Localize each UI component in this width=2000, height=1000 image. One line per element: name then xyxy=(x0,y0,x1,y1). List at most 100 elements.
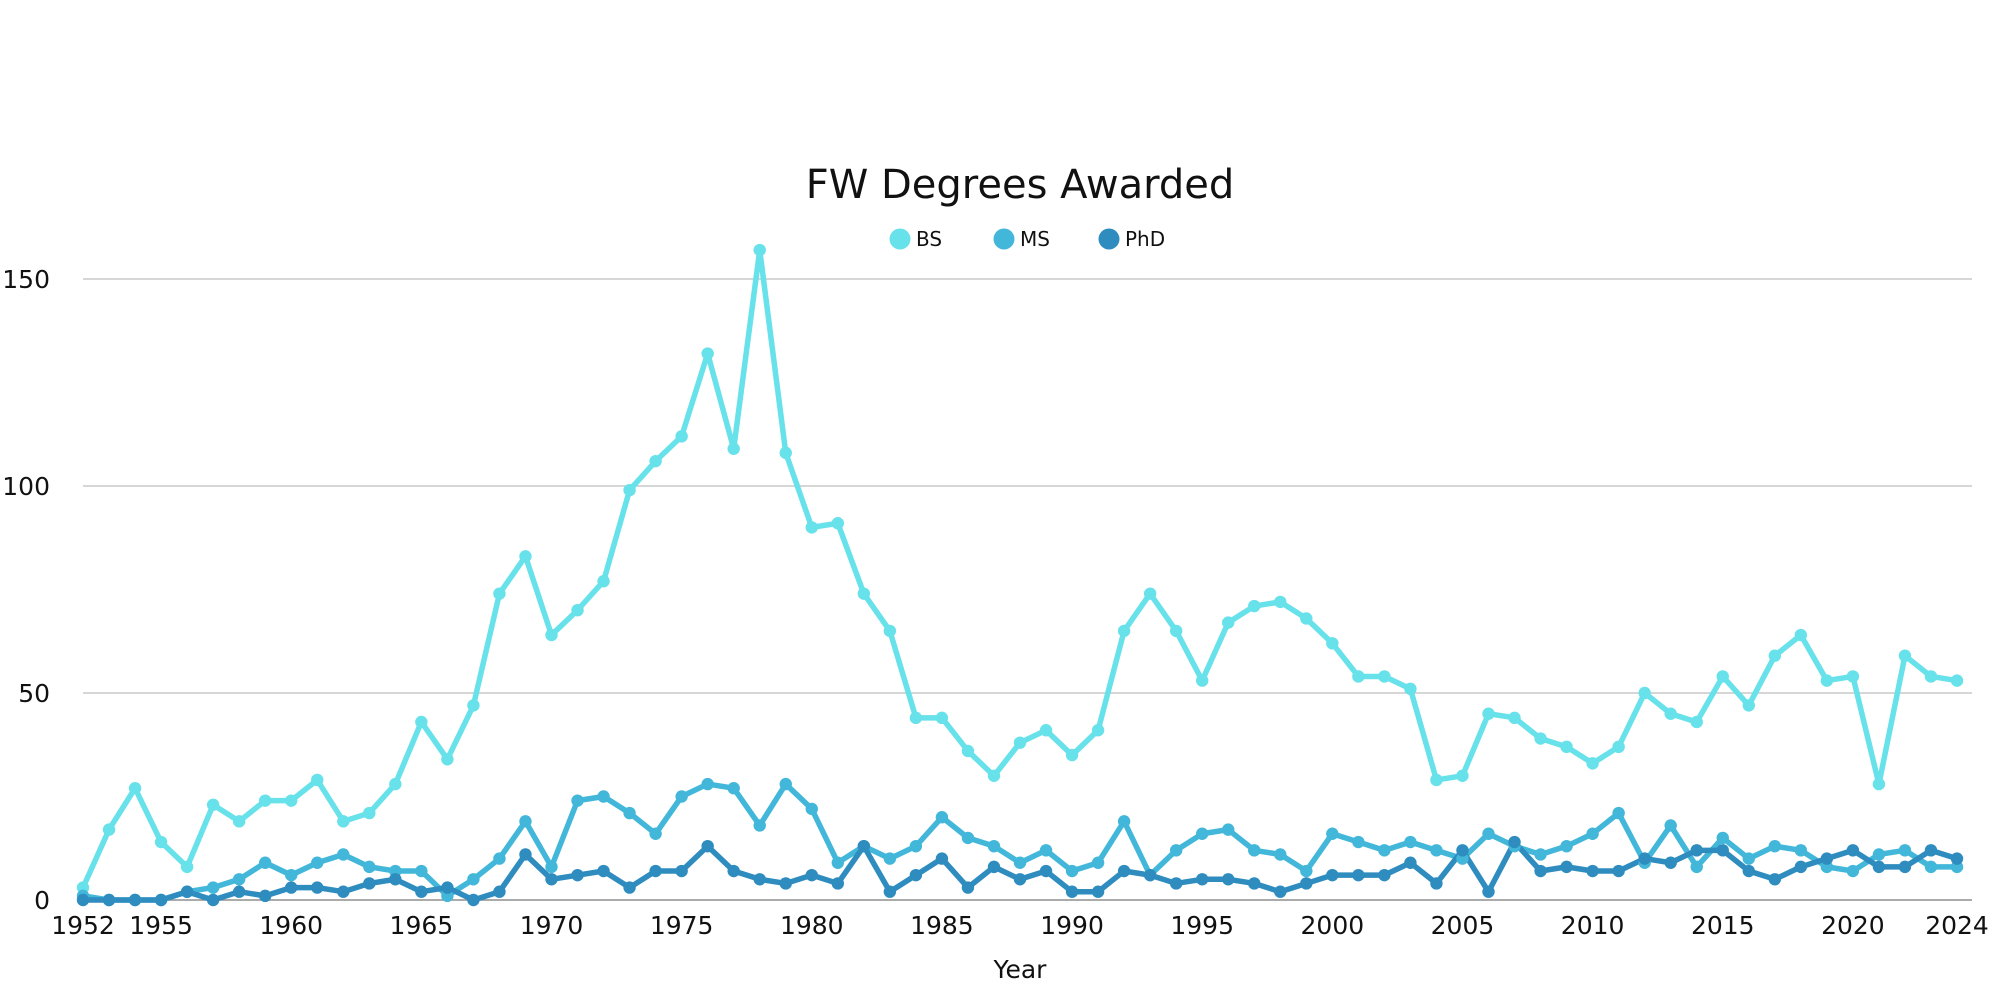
data-point-ms xyxy=(753,819,766,832)
data-point-ms xyxy=(1300,864,1313,878)
x-tick-label: 2020 xyxy=(1821,911,1885,940)
x-tick-label: 1980 xyxy=(780,911,844,940)
data-point-ms xyxy=(987,839,1001,853)
x-tick-label: 1985 xyxy=(910,911,974,940)
data-point-bs xyxy=(1300,612,1313,625)
x-tick-label: 1975 xyxy=(650,911,714,940)
data-point-phd xyxy=(805,868,818,882)
data-point-phd xyxy=(1742,864,1755,878)
data-point-phd xyxy=(649,864,662,878)
data-point-phd xyxy=(285,881,298,894)
data-point-bs xyxy=(649,454,662,468)
data-point-ms xyxy=(649,827,662,840)
x-tick-label: 1990 xyxy=(1040,911,1104,940)
data-point-phd xyxy=(1456,844,1469,857)
data-point-bs xyxy=(337,815,350,828)
data-point-bs xyxy=(1430,773,1443,787)
data-point-bs xyxy=(1117,624,1131,638)
data-point-phd xyxy=(1065,885,1079,898)
data-point-phd xyxy=(1430,877,1443,890)
data-point-phd xyxy=(1352,868,1365,882)
data-point-phd xyxy=(987,860,1001,874)
data-point-bs xyxy=(415,715,428,729)
data-point-phd xyxy=(389,873,402,886)
x-tick-label: 1970 xyxy=(520,911,584,940)
data-point-ms xyxy=(1169,844,1183,857)
data-point-bs xyxy=(285,794,298,807)
data-point-phd xyxy=(1534,864,1547,878)
data-point-ms xyxy=(571,794,584,807)
series-lines xyxy=(80,247,1960,903)
data-point-ms xyxy=(311,856,324,869)
data-point-ms xyxy=(831,856,845,869)
data-point-phd xyxy=(883,885,897,898)
data-point-bs xyxy=(1378,670,1391,683)
data-point-bs xyxy=(154,835,168,849)
data-point-bs xyxy=(441,753,454,766)
data-point-bs xyxy=(1820,674,1834,687)
data-point-phd xyxy=(206,893,220,907)
data-point-bs xyxy=(1664,707,1677,720)
data-point-ms xyxy=(1794,844,1808,857)
data-point-phd xyxy=(623,881,636,894)
legend: BS MS PhD xyxy=(889,227,1165,251)
data-point-ms xyxy=(1430,844,1443,857)
data-point-ms xyxy=(701,777,714,791)
data-point-ms xyxy=(1664,819,1677,832)
data-point-phd xyxy=(753,873,766,886)
data-point-bs xyxy=(1274,595,1287,609)
data-point-ms xyxy=(961,831,975,845)
data-point-bs xyxy=(623,483,636,497)
data-point-bs xyxy=(1065,748,1079,762)
data-point-bs xyxy=(597,575,610,588)
data-point-bs xyxy=(909,711,923,725)
data-point-bs xyxy=(206,798,220,811)
data-point-bs xyxy=(987,769,1001,782)
data-point-phd xyxy=(1768,873,1782,886)
data-point-ms xyxy=(1352,835,1365,849)
data-point-ms xyxy=(1222,823,1235,836)
series-points-phd xyxy=(76,835,1964,907)
data-point-ms xyxy=(1013,856,1027,869)
data-point-phd xyxy=(1716,844,1729,857)
legend-label-phd: PhD xyxy=(1125,227,1165,251)
legend-item-bs: BS xyxy=(889,227,942,251)
series-points-bs xyxy=(76,243,1964,894)
data-point-ms xyxy=(727,782,740,795)
data-point-bs xyxy=(232,815,246,828)
data-point-bs xyxy=(1222,616,1235,629)
legend-swatch-ms xyxy=(993,228,1015,250)
data-point-ms xyxy=(415,864,428,878)
data-point-phd xyxy=(1794,860,1808,874)
data-point-phd xyxy=(1664,856,1677,869)
data-point-bs xyxy=(363,806,376,820)
data-point-ms xyxy=(1091,856,1105,869)
data-point-phd xyxy=(1039,864,1053,878)
series-points xyxy=(76,243,1964,907)
data-point-bs xyxy=(1872,777,1886,791)
data-point-phd xyxy=(1300,877,1313,890)
x-tick-label: 2024 xyxy=(1925,911,1989,940)
data-point-ms xyxy=(1924,860,1938,874)
y-tick-label: 100 xyxy=(2,472,50,501)
data-point-bs xyxy=(1482,707,1495,720)
data-point-phd xyxy=(1690,844,1703,857)
data-point-ms xyxy=(1898,844,1912,857)
data-point-bs xyxy=(1195,674,1209,687)
x-tick-label: 1952 xyxy=(51,911,115,940)
data-point-bs xyxy=(753,243,766,257)
x-tick-label: 2005 xyxy=(1431,911,1495,940)
data-point-bs xyxy=(1352,670,1365,683)
data-point-phd xyxy=(363,877,376,890)
data-point-ms xyxy=(1117,815,1131,828)
data-point-bs xyxy=(1742,699,1755,712)
data-point-ms xyxy=(1482,827,1495,840)
data-point-bs xyxy=(935,711,949,725)
legend-swatch-phd xyxy=(1098,228,1120,250)
data-point-bs xyxy=(1013,736,1027,749)
legend-item-ms: MS xyxy=(993,227,1050,251)
data-point-bs xyxy=(1248,599,1261,613)
data-point-phd xyxy=(1378,868,1391,882)
data-point-bs xyxy=(1404,682,1417,696)
